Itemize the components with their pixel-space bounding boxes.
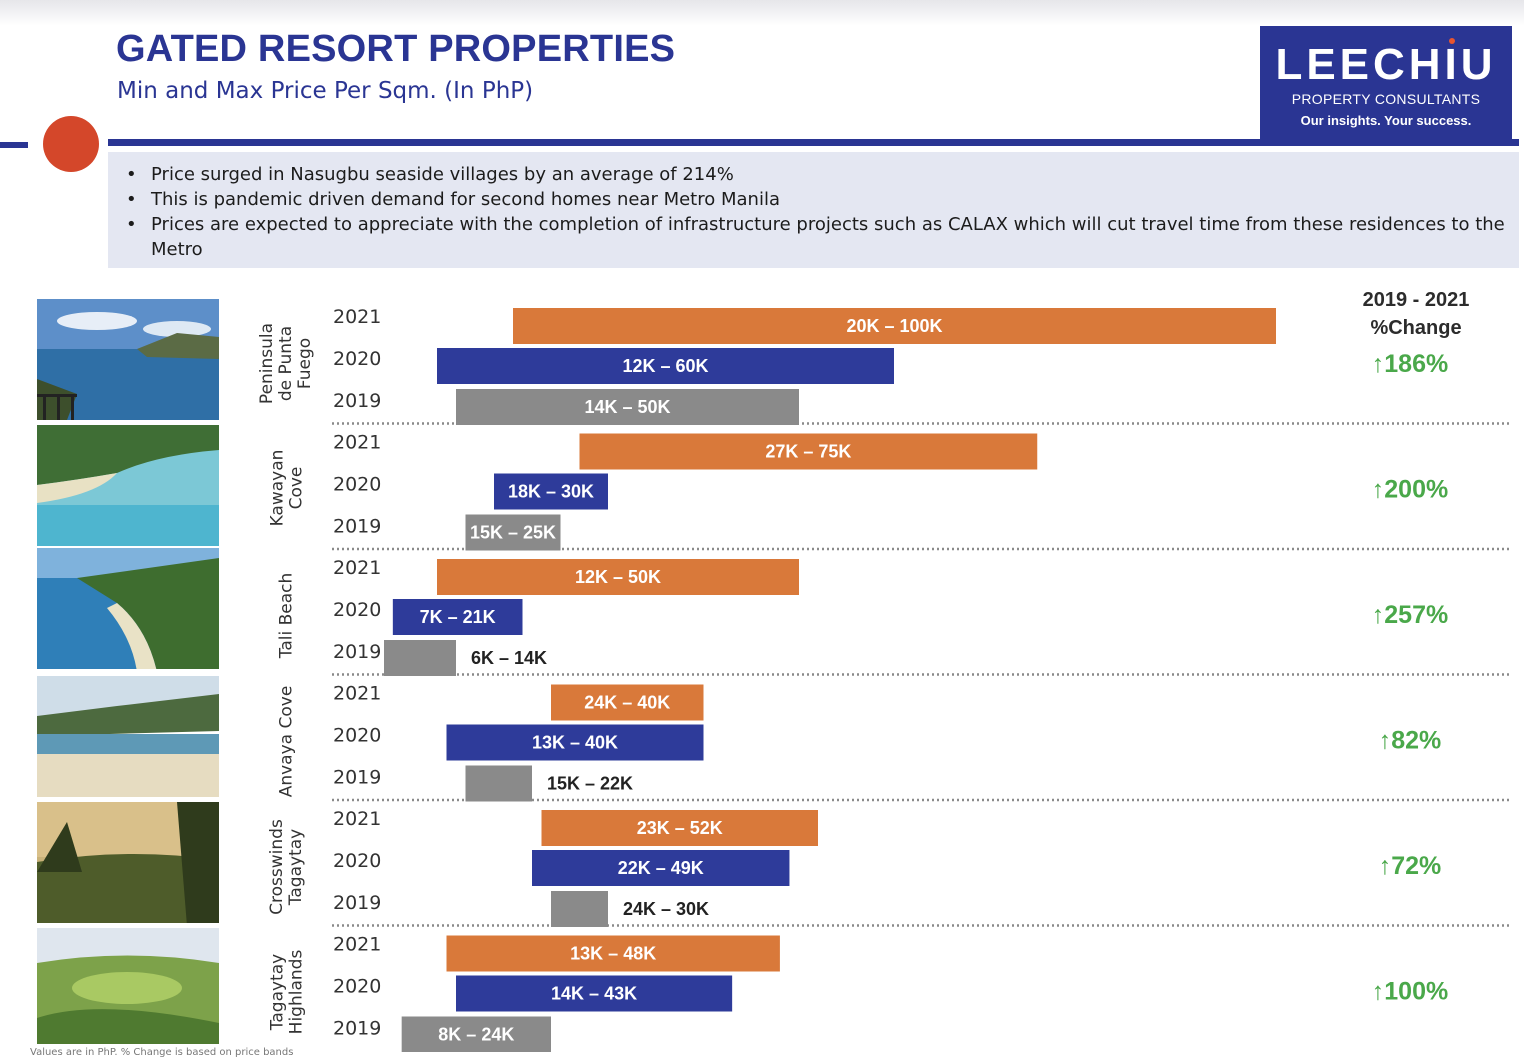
range-bar: [437, 348, 894, 384]
logo-dot-icon: [1449, 38, 1455, 44]
range-bar: [446, 724, 704, 761]
year-tick-label: 2021: [333, 934, 381, 956]
change-header: 2019 - 2021 %Change: [1325, 286, 1507, 342]
data-label: 13K – 40K: [532, 733, 618, 753]
data-label: 20K – 100K: [846, 316, 942, 336]
data-label: 15K – 22K: [547, 774, 633, 794]
range-bar: [579, 433, 1038, 470]
year-tick-label: 2019: [333, 1018, 381, 1040]
year-tick-label: 2020: [333, 348, 381, 370]
range-bar: [551, 684, 704, 721]
accent-circle-icon: [43, 116, 99, 172]
data-label: 24K – 30K: [623, 899, 709, 919]
tali-beach-photo: [37, 548, 219, 669]
notes-box: Price surged in Nasugbu seaside villages…: [108, 152, 1519, 268]
change-percent: ↑257%: [1372, 601, 1448, 629]
logo-wordmark: LEECHIU: [1275, 40, 1497, 89]
brand-logo: LEECHIU PROPERTY CONSULTANTS Our insight…: [1260, 26, 1512, 140]
data-label: 13K – 48K: [570, 944, 656, 964]
change-header-line: 2019 - 2021: [1362, 289, 1470, 311]
logo-tagline: Our insights. Your success.: [1300, 113, 1472, 128]
data-label: 18K – 30K: [508, 482, 594, 502]
header-rule-left: [0, 142, 28, 148]
year-tick-label: 2019: [333, 892, 381, 914]
tagaytay-highlands-photo: [37, 928, 219, 1049]
range-bar: [551, 891, 608, 927]
change-header-line: %Change: [1370, 317, 1462, 339]
year-tick-label: 2019: [333, 767, 381, 789]
year-tick-label: 2021: [333, 557, 381, 579]
range-bar: [401, 1016, 551, 1052]
year-tick-label: 2021: [333, 306, 381, 328]
year-tick-label: 2020: [333, 599, 381, 621]
change-percent: ↑72%: [1379, 852, 1442, 880]
data-label: 15K – 25K: [470, 523, 556, 543]
data-label: 14K – 43K: [551, 984, 637, 1004]
year-tick-label: 2019: [333, 390, 381, 412]
crosswinds-tagaytay-photo: [37, 802, 219, 923]
footer-note: Values are in PhP. % Change is based on …: [30, 1047, 294, 1058]
year-tick-label: 2020: [333, 725, 381, 747]
range-bar: [494, 473, 608, 510]
data-label: 24K – 40K: [584, 693, 670, 713]
top-fade: [0, 0, 1524, 26]
data-label: 7K – 21K: [420, 607, 496, 627]
page-subtitle: Min and Max Price Per Sqm. (In PhP): [117, 78, 534, 104]
note-item: Price surged in Nasugbu seaside villages…: [126, 162, 1519, 187]
data-label: 12K – 50K: [575, 567, 661, 587]
range-bar: [456, 389, 799, 425]
logo-subtitle: PROPERTY CONSULTANTS: [1291, 91, 1481, 107]
note-item: Prices are expected to appreciate with t…: [126, 212, 1519, 262]
year-tick-label: 2019: [333, 641, 381, 663]
range-bar: [465, 514, 561, 551]
change-percent: ↑200%: [1372, 476, 1448, 504]
year-tick-label: 2019: [333, 516, 381, 538]
data-label: 8K – 24K: [438, 1025, 514, 1045]
year-tick-label: 2020: [333, 976, 381, 998]
range-bar: [437, 559, 799, 595]
range-bar: [541, 810, 818, 846]
note-item: This is pandemic driven demand for secon…: [126, 187, 1519, 212]
range-bar: [513, 308, 1276, 344]
change-percent: ↑82%: [1379, 727, 1442, 755]
range-bar: [532, 850, 790, 886]
year-tick-label: 2021: [333, 808, 381, 830]
data-label: 6K – 14K: [471, 648, 547, 668]
change-percent: ↑186%: [1372, 350, 1448, 378]
data-label: 27K – 75K: [765, 442, 851, 462]
data-label: 12K – 60K: [622, 356, 708, 376]
range-bar: [384, 640, 456, 676]
data-label: 23K – 52K: [637, 818, 723, 838]
anvaya-cove-photo: [37, 676, 219, 797]
year-tick-label: 2020: [333, 850, 381, 872]
kawayan-cove-photo: [37, 425, 219, 546]
range-bar: [465, 765, 532, 802]
range-bar: [392, 599, 523, 635]
range-bar: [446, 935, 780, 972]
year-tick-label: 2021: [333, 683, 381, 705]
year-tick-label: 2021: [333, 432, 381, 454]
notes-list: Price surged in Nasugbu seaside villages…: [108, 152, 1519, 262]
data-label: 22K – 49K: [618, 858, 704, 878]
year-tick-label: 2020: [333, 474, 381, 496]
data-label: 14K – 50K: [584, 397, 670, 417]
peninsula-punta-fuego-photo: [37, 299, 219, 420]
header-rule: [108, 139, 1519, 146]
range-bar: [456, 975, 733, 1012]
page-title: GATED RESORT PROPERTIES: [116, 28, 676, 70]
change-percent: ↑100%: [1372, 978, 1448, 1006]
